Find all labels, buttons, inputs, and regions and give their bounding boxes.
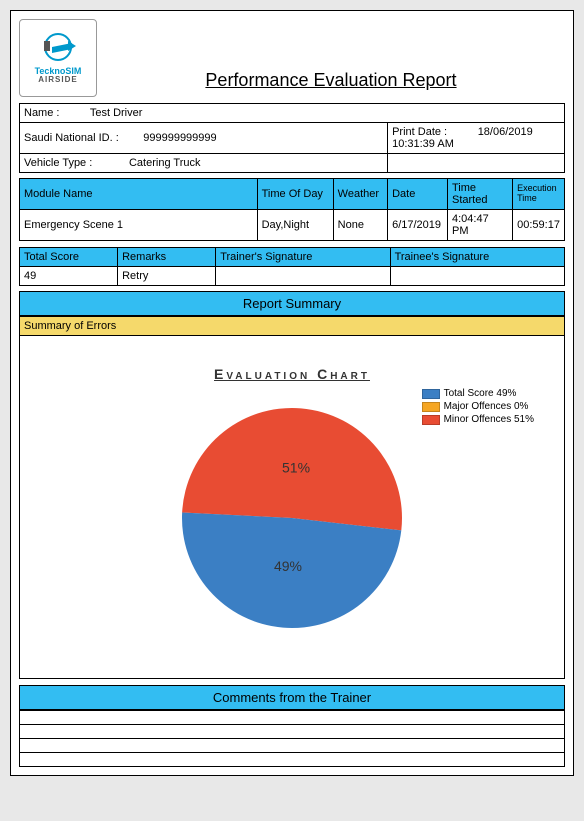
col-date: Date bbox=[388, 179, 448, 210]
print-label: Print Date : bbox=[392, 126, 447, 138]
col-weather: Weather bbox=[333, 179, 387, 210]
legend-text: Total Score 49% bbox=[444, 388, 517, 399]
chart-body: Total Score 49% Major Offences 0% Minor … bbox=[30, 388, 554, 658]
legend-item: Major Offences 0% bbox=[422, 401, 534, 412]
header: TecknoSIM AIRSIDE Performance Evaluation… bbox=[19, 19, 565, 97]
cell-tod: Day,Night bbox=[257, 210, 333, 241]
comments-lines bbox=[19, 710, 565, 767]
name-label: Name : bbox=[24, 107, 59, 119]
nid-value: 999999999999 bbox=[143, 132, 216, 144]
info-table: Name : Test Driver Saudi National ID. : … bbox=[19, 103, 565, 247]
svg-text:51%: 51% bbox=[282, 459, 310, 475]
col-trainee-sig: Trainee's Signature bbox=[390, 247, 564, 266]
comment-line bbox=[20, 739, 565, 753]
col-module-name: Module Name bbox=[20, 179, 258, 210]
legend-swatch bbox=[422, 415, 440, 425]
comment-line bbox=[20, 711, 565, 725]
chart-title: Evaluation Chart bbox=[30, 366, 554, 382]
nid-label: Saudi National ID. : bbox=[24, 132, 119, 144]
legend-swatch bbox=[422, 389, 440, 399]
col-score: Total Score bbox=[20, 247, 118, 266]
chart-area: Evaluation Chart Total Score 49% Major O… bbox=[19, 336, 565, 679]
score-row: 49 Retry bbox=[20, 266, 565, 285]
vehicle-label: Vehicle Type : bbox=[24, 157, 92, 169]
cell-trainee-sig bbox=[390, 266, 564, 285]
legend-text: Minor Offences 51% bbox=[444, 414, 534, 425]
score-table: Total Score Remarks Trainer's Signature … bbox=[19, 247, 565, 292]
comments-band: Comments from the Trainer bbox=[19, 685, 565, 710]
legend-text: Major Offences 0% bbox=[444, 401, 529, 412]
logo: TecknoSIM AIRSIDE bbox=[19, 19, 97, 97]
chart-legend: Total Score 49% Major Offences 0% Minor … bbox=[422, 388, 534, 427]
cell-date: 6/17/2019 bbox=[388, 210, 448, 241]
cell-score: 49 bbox=[20, 266, 118, 285]
cell-trainer-sig bbox=[216, 266, 390, 285]
summary-errors: Summary of Errors bbox=[19, 316, 565, 336]
legend-item: Minor Offences 51% bbox=[422, 414, 534, 425]
cell-weather: None bbox=[333, 210, 387, 241]
comment-line bbox=[20, 725, 565, 739]
legend-swatch bbox=[422, 402, 440, 412]
col-tod: Time Of Day bbox=[257, 179, 333, 210]
report-summary-band: Report Summary bbox=[19, 291, 565, 316]
cell-started: 4:04:47 PM bbox=[448, 210, 513, 241]
vehicle-value: Catering Truck bbox=[129, 157, 201, 169]
name-value: Test Driver bbox=[90, 107, 143, 119]
comment-line bbox=[20, 753, 565, 767]
col-started: Time Started bbox=[448, 179, 513, 210]
legend-item: Total Score 49% bbox=[422, 388, 534, 399]
col-exec: Execution Time bbox=[513, 179, 565, 210]
cell-exec: 00:59:17 bbox=[513, 210, 565, 241]
pie-chart: 51% 49% bbox=[142, 388, 442, 658]
report-page: TecknoSIM AIRSIDE Performance Evaluation… bbox=[10, 10, 574, 776]
module-row: Emergency Scene 1 Day,Night None 6/17/20… bbox=[20, 210, 565, 241]
col-trainer-sig: Trainer's Signature bbox=[216, 247, 390, 266]
module-header-row: Module Name Time Of Day Weather Date Tim… bbox=[20, 179, 565, 210]
report-title: Performance Evaluation Report bbox=[97, 70, 565, 97]
cell-module-name: Emergency Scene 1 bbox=[20, 210, 258, 241]
svg-text:49%: 49% bbox=[274, 558, 302, 574]
cell-remarks: Retry bbox=[118, 266, 216, 285]
col-remarks: Remarks bbox=[118, 247, 216, 266]
logo-sub: AIRSIDE bbox=[38, 76, 77, 84]
